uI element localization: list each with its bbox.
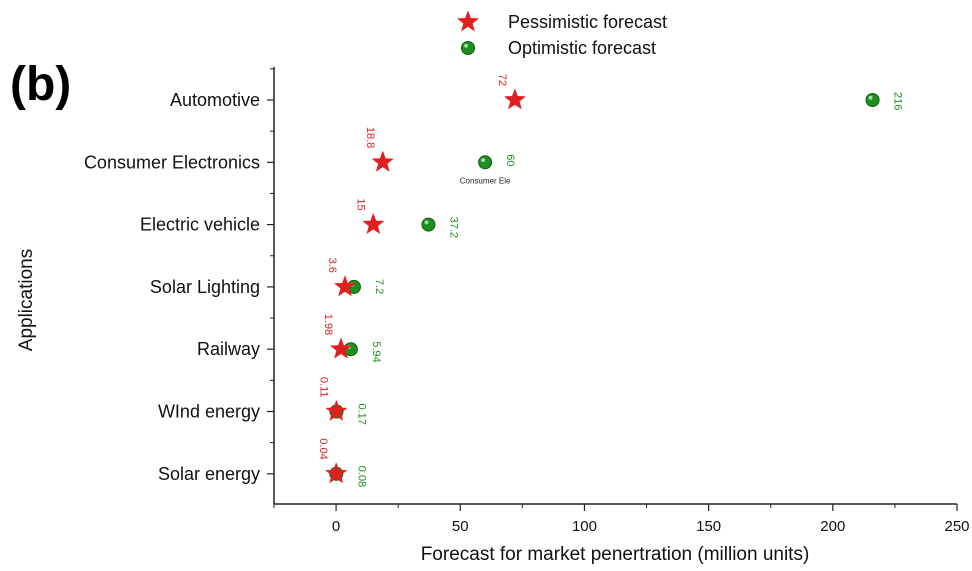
pessimistic-point bbox=[362, 212, 385, 235]
x-axis-title: Forecast for market penertration (millio… bbox=[421, 544, 810, 565]
optimistic-point bbox=[421, 217, 436, 232]
pessimistic-point bbox=[329, 337, 353, 359]
optimistic-point bbox=[478, 155, 493, 170]
legend-star-marker bbox=[456, 10, 480, 32]
pessimistic-point bbox=[503, 88, 527, 110]
category-label: Railway bbox=[197, 339, 260, 359]
legend-label-optimistic: Optimistic forecast bbox=[508, 38, 656, 58]
category-label: Electric vehicle bbox=[140, 215, 260, 235]
category-label: Solar energy bbox=[158, 464, 260, 484]
category-label: Consumer Electronics bbox=[84, 152, 260, 172]
optimistic-value-label: 37.2 bbox=[447, 217, 459, 238]
x-tick-label: 100 bbox=[572, 518, 597, 535]
optimistic-point-highlight bbox=[424, 220, 429, 225]
y-axis-title: Applications bbox=[16, 249, 37, 351]
optimistic-value-label: 5.94 bbox=[370, 341, 382, 362]
category-label: WInd energy bbox=[158, 402, 260, 422]
pessimistic-value-label: 72 bbox=[496, 74, 508, 86]
y-axis-ticks bbox=[267, 68, 274, 475]
optimistic-point bbox=[865, 93, 880, 107]
x-tick-label: 200 bbox=[820, 518, 845, 535]
data-marks: 72 216 18.8 60 15 37.2 3.6 7.2 1.98 5.94 0.11 0.17 0… bbox=[317, 74, 903, 487]
pessimistic-point bbox=[371, 150, 394, 172]
pessimistic-value-label: 3.6 bbox=[326, 258, 338, 273]
legend-marker-pessimistic bbox=[456, 10, 480, 32]
legend-marker-optimistic bbox=[461, 41, 475, 55]
optimistic-value-label: 7.2 bbox=[373, 279, 385, 294]
optimistic-point-highlight bbox=[868, 95, 873, 100]
panel-label: (b) bbox=[10, 58, 71, 111]
pessimistic-point bbox=[325, 462, 348, 484]
category-label: Solar Lighting bbox=[150, 277, 260, 297]
pessimistic-point bbox=[325, 399, 348, 421]
legend-circle-marker bbox=[461, 41, 475, 55]
x-axis-ticks: 0 50 100 150 200 250 bbox=[273, 504, 970, 535]
category-labels: Automotive Consumer Electronics Electric v… bbox=[84, 90, 260, 484]
x-tick-label: 150 bbox=[696, 518, 721, 535]
pessimistic-value-label: 0.04 bbox=[317, 438, 329, 459]
pessimistic-value-label: 1.98 bbox=[322, 314, 334, 335]
pessimistic-value-label: 15 bbox=[354, 198, 366, 210]
legend-circle-marker-highlight bbox=[464, 43, 468, 48]
pessimistic-point bbox=[333, 275, 357, 297]
optimistic-value-label: 216 bbox=[892, 92, 904, 110]
x-tick-label: 50 bbox=[452, 518, 469, 535]
optimistic-point-highlight bbox=[481, 158, 486, 163]
optimistic-value-label: 0.17 bbox=[356, 404, 368, 425]
x-tick-label: 250 bbox=[944, 518, 969, 535]
optimistic-value-label: 0.08 bbox=[355, 466, 367, 487]
optimistic-value-label: 60 bbox=[504, 154, 516, 166]
legend: Pessimistic forecast Optimistic forecast bbox=[456, 10, 667, 58]
pessimistic-value-label: 18.8 bbox=[364, 127, 376, 148]
x-tick-label: 0 bbox=[332, 518, 340, 535]
category-label: Automotive bbox=[170, 90, 260, 110]
pessimistic-value-label: 0.11 bbox=[317, 377, 329, 398]
point-annotation: Consumer Ele bbox=[460, 176, 511, 185]
legend-label-pessimistic: Pessimistic forecast bbox=[508, 12, 667, 32]
